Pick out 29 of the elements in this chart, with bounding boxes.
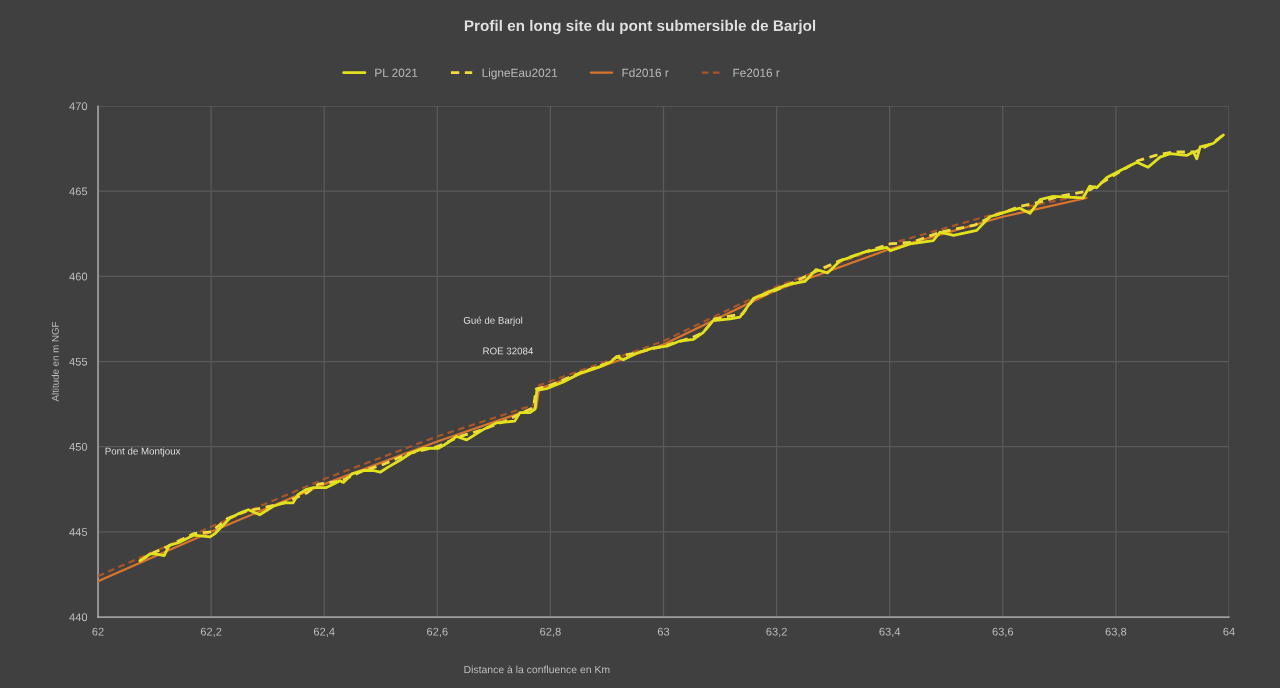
annotation: Gué de Barjol	[463, 316, 523, 326]
y-axis-title: Altitude en m NGF	[51, 321, 59, 402]
x-tick-label: 64	[1223, 627, 1235, 636]
x-tick-label: 62,2	[200, 627, 222, 637]
y-tick-label: 470	[69, 102, 88, 111]
x-tick-label: 63,2	[766, 627, 787, 637]
legend-label: Fd2016 r	[622, 68, 669, 77]
y-tick-label: 465	[69, 187, 88, 196]
y-tick-label: 450	[69, 442, 88, 451]
legend-label: LigneEau2021	[482, 68, 558, 80]
legend-label: Fe2016 r	[733, 68, 780, 77]
x-tick-label: 62,8	[540, 627, 561, 637]
x-tick-label: 63	[657, 627, 670, 636]
x-axis-title: Distance à la confluence en Km	[464, 665, 610, 674]
x-tick-label: 62,4	[313, 627, 335, 637]
x-tick-label: 63,6	[992, 627, 1014, 637]
x-tick-label: 62,6	[427, 627, 448, 637]
annotation: Pont de Montjoux	[105, 447, 181, 457]
y-tick-label: 440	[69, 613, 88, 622]
annotation: ROE 32084	[483, 347, 534, 355]
x-tick-label: 63,4	[879, 627, 901, 637]
line-series	[138, 133, 1225, 563]
x-tick-label: 63,8	[1105, 627, 1127, 637]
y-tick-label: 460	[69, 272, 88, 281]
legend-label: PL 2021	[375, 68, 418, 77]
x-tick-label: 62	[92, 627, 104, 636]
y-tick-label: 445	[69, 528, 88, 536]
chart-title: Profil en long site du pont submersible de Barjol	[464, 19, 816, 35]
y-tick-label: 455	[69, 357, 88, 366]
